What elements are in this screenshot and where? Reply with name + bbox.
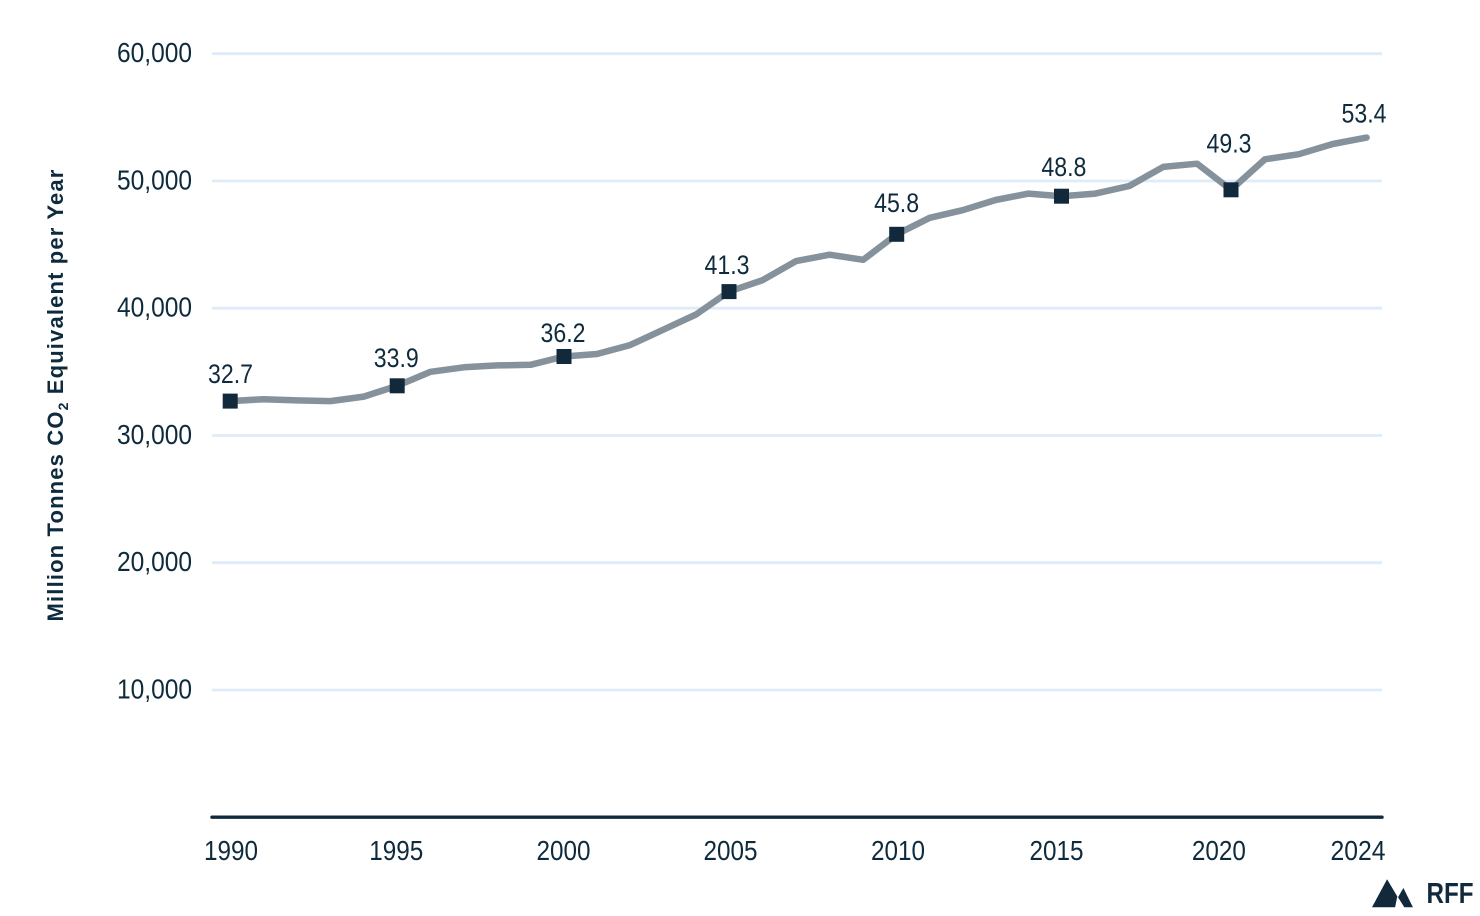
svg-text:41.3: 41.3 [705,250,750,280]
svg-text:2024: 2024 [1331,835,1386,866]
svg-text:30,000: 30,000 [117,419,192,450]
svg-text:45.8: 45.8 [874,188,919,218]
svg-text:RFF: RFF [1427,878,1474,910]
svg-text:40,000: 40,000 [117,292,192,323]
svg-text:20,000: 20,000 [117,546,192,577]
svg-text:1990: 1990 [204,835,258,866]
svg-text:49.3: 49.3 [1207,128,1252,158]
svg-text:33.9: 33.9 [374,343,419,373]
svg-text:48.8: 48.8 [1041,152,1086,182]
svg-text:32.7: 32.7 [208,359,253,389]
svg-text:2000: 2000 [537,835,591,866]
svg-text:2015: 2015 [1030,835,1084,866]
svg-text:53.4: 53.4 [1342,98,1387,128]
svg-text:36.2: 36.2 [541,318,586,348]
svg-text:1995: 1995 [369,835,423,866]
svg-text:2010: 2010 [871,835,925,866]
svg-text:Million Tonnes CO2 Equivalent: Million Tonnes CO2 Equivalent per Year [43,169,71,622]
svg-text:50,000: 50,000 [117,164,192,195]
svg-text:2020: 2020 [1192,835,1246,866]
svg-text:10,000: 10,000 [117,673,192,704]
svg-text:2005: 2005 [704,835,758,866]
svg-text:60,000: 60,000 [117,37,192,68]
